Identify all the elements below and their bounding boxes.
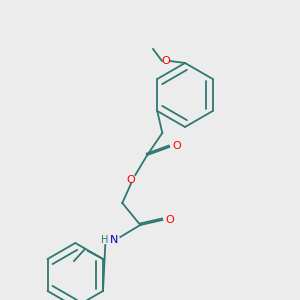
Text: N: N xyxy=(110,235,118,245)
Text: O: O xyxy=(172,141,181,151)
Text: H: H xyxy=(101,235,108,245)
Text: O: O xyxy=(165,215,174,225)
Text: O: O xyxy=(162,56,170,66)
Text: O: O xyxy=(126,175,135,185)
